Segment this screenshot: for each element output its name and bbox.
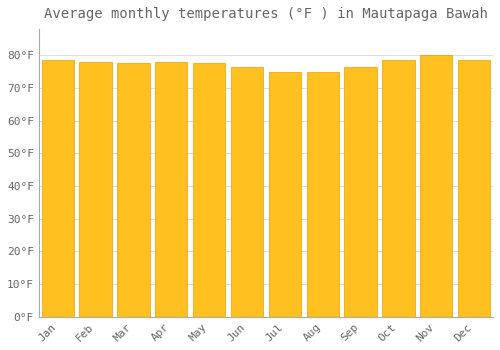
Bar bbox=[344, 66, 376, 317]
Bar bbox=[420, 55, 452, 317]
Bar bbox=[155, 62, 188, 317]
Bar bbox=[42, 60, 74, 317]
Bar bbox=[269, 71, 301, 317]
Bar bbox=[231, 66, 263, 317]
Bar bbox=[306, 71, 339, 317]
Bar bbox=[382, 60, 414, 317]
Bar bbox=[118, 63, 150, 317]
Bar bbox=[193, 63, 225, 317]
Title: Average monthly temperatures (°F ) in Mautapaga Bawah: Average monthly temperatures (°F ) in Ma… bbox=[44, 7, 488, 21]
Bar bbox=[458, 60, 490, 317]
Bar bbox=[80, 62, 112, 317]
